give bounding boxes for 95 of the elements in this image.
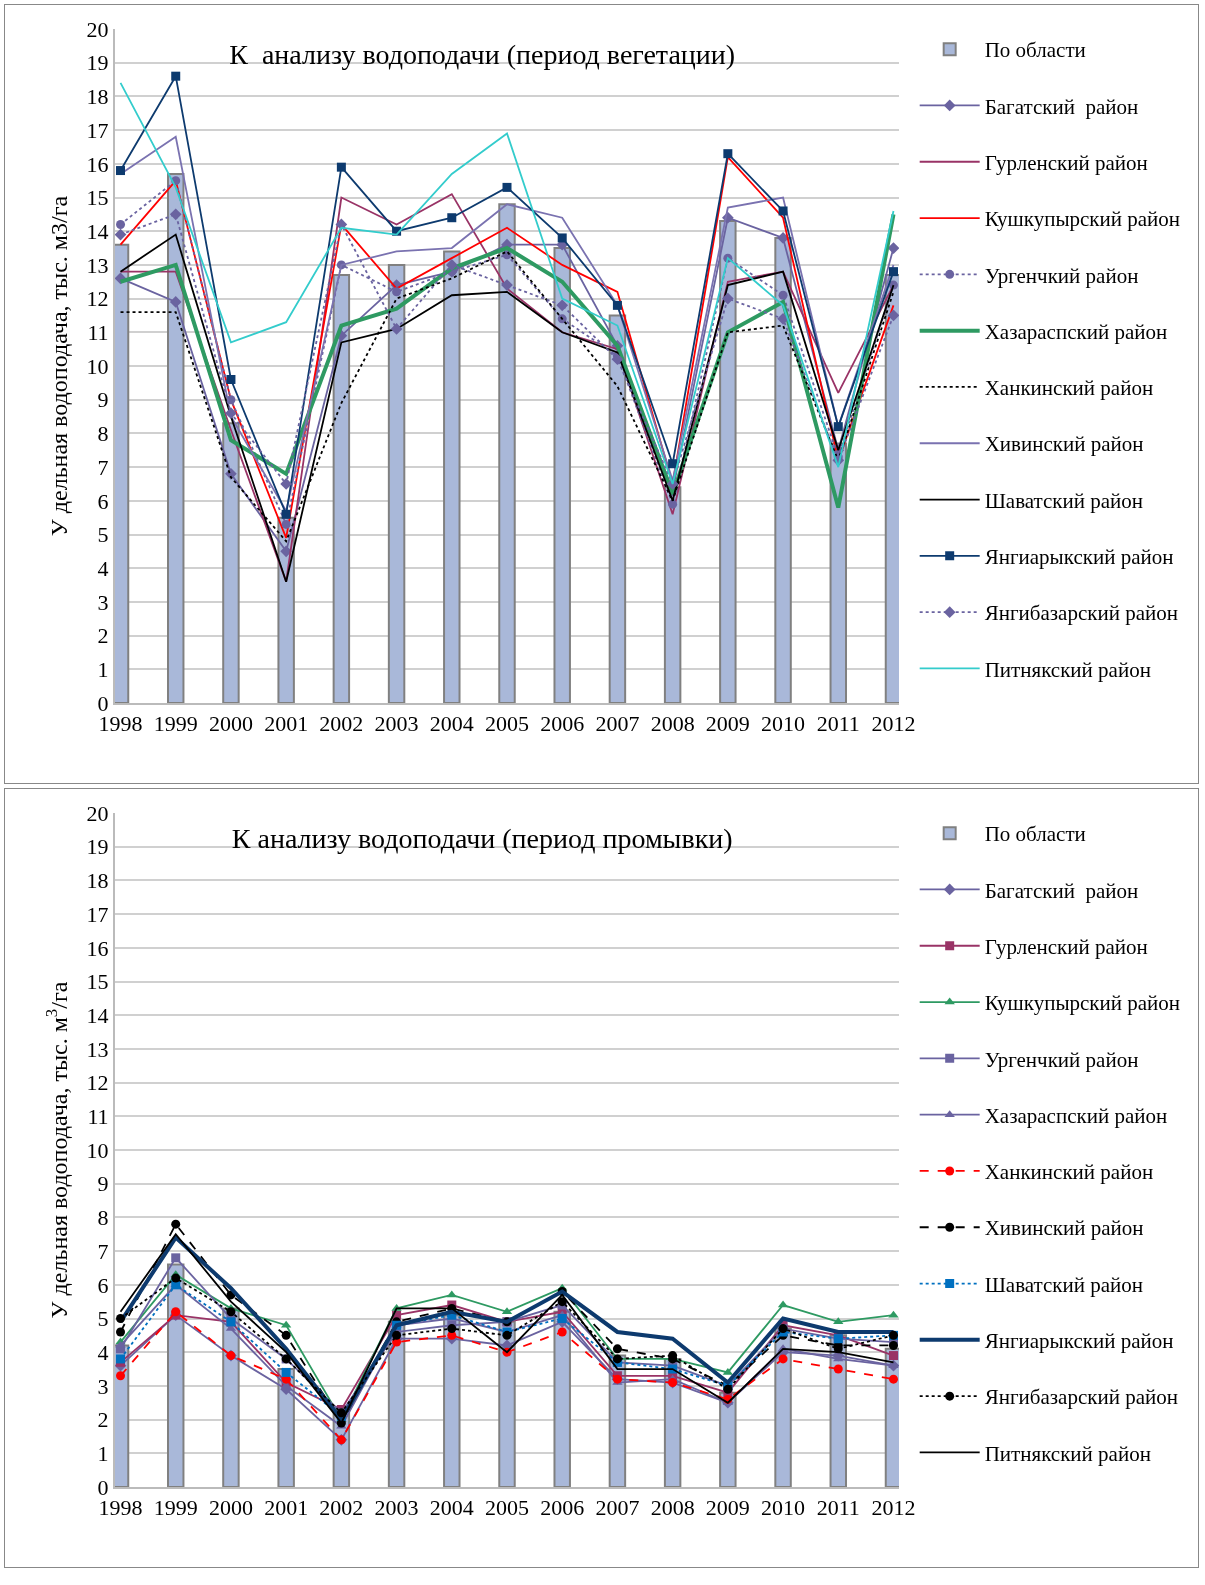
legend-label: Кушкупырский район	[984, 991, 1181, 1016]
legend-label: Ханкинский район	[984, 376, 1154, 401]
legend-label: Шаватский район	[984, 488, 1144, 513]
x-tick-label: 2003	[374, 1495, 419, 1521]
legend-label: Ургенчкий район	[984, 1047, 1139, 1072]
x-tick-label: 2008	[650, 711, 695, 737]
y-tick-label: 8	[97, 1205, 109, 1231]
legend-label: Багатский район	[984, 94, 1139, 119]
legend-label: Шаватский район	[984, 1272, 1144, 1297]
y-tick-label: 15	[86, 185, 109, 211]
y-tick-label: 10	[86, 1137, 109, 1163]
x-tick-label: 2010	[761, 1495, 806, 1521]
y-tick-label: 9	[97, 387, 109, 413]
y-tick-label: 2	[97, 623, 109, 649]
y-tick-label: 19	[86, 834, 109, 860]
x-tick-label: 2001	[264, 711, 309, 737]
x-tick-label: 2005	[485, 1495, 529, 1521]
y-tick-label: 19	[86, 50, 109, 76]
x-tick-label: 2000	[208, 711, 253, 737]
y-tick-label: 11	[87, 1104, 109, 1129]
y-tick-label: 13	[86, 1036, 109, 1062]
x-tick-label: 2003	[374, 711, 419, 737]
x-tick-label: 2011	[816, 1495, 860, 1521]
y-tick-label: 16	[86, 151, 109, 177]
chart-title: К анализу водоподачи (период промывки)	[231, 822, 733, 854]
y-tick-label: 12	[86, 286, 109, 312]
legend-label: Кушкупырский район	[984, 207, 1181, 232]
legend-label: Янгибазарский район	[984, 601, 1178, 626]
y-tick-label: 18	[86, 868, 109, 894]
y-tick-label: 7	[97, 1238, 109, 1264]
y-tick-label: 15	[86, 969, 109, 995]
legend-label: Хивинский район	[984, 432, 1144, 457]
legend-label: По области	[984, 822, 1086, 847]
legend-label: По области	[984, 38, 1086, 63]
legend-label: Янгибазарский район	[984, 1385, 1178, 1410]
x-tick-label: 2012	[871, 711, 916, 737]
x-tick-label: 1999	[153, 1495, 198, 1521]
x-tick-label: 2012	[871, 1495, 916, 1521]
y-tick-label: 11	[87, 320, 109, 345]
y-tick-label: 4	[97, 1339, 109, 1365]
legend-label: Багатский район	[984, 878, 1139, 903]
chart-title: К анализу водоподачи (период вегетации)	[229, 38, 736, 70]
x-tick-label: 2008	[650, 1495, 695, 1521]
y-tick-label: 3	[97, 589, 109, 615]
legend-label: Янгиарыкский район	[984, 1329, 1174, 1354]
legend-label: Хазараспский район	[984, 319, 1168, 344]
x-tick-label: 2010	[761, 711, 806, 737]
y-tick-label: 5	[97, 1306, 109, 1332]
legend-label: Хивинский район	[984, 1216, 1144, 1241]
x-tick-label: 2002	[319, 711, 364, 737]
y-tick-label: 9	[97, 1171, 109, 1197]
y-tick-label: 3	[97, 1373, 109, 1399]
x-tick-label: 2011	[816, 711, 860, 737]
y-tick-label: 6	[97, 488, 109, 514]
x-tick-label: 2007	[595, 1495, 640, 1521]
y-tick-label: 20	[86, 16, 109, 42]
y-tick-label: 14	[86, 218, 109, 244]
x-tick-label: 2000	[208, 1495, 253, 1521]
y-tick-label: 1	[97, 1441, 109, 1466]
x-tick-label: 2005	[485, 711, 529, 737]
x-tick-label: 2009	[705, 711, 750, 737]
y-tick-label: 13	[86, 252, 109, 278]
x-tick-label: 2006	[540, 711, 585, 737]
legend-label: Хазараспский район	[984, 1103, 1168, 1128]
legend-label: Янгиарыкский район	[984, 545, 1174, 570]
x-tick-label: 2002	[319, 1495, 364, 1521]
y-tick-label: 18	[86, 84, 109, 110]
x-tick-label: 2009	[705, 1495, 750, 1521]
legend-label: Гурленский район	[984, 934, 1148, 959]
legend-label: Питнякский район	[984, 657, 1151, 682]
x-tick-label: 2004	[429, 1495, 474, 1521]
legend-label: Ургенчкий район	[984, 263, 1139, 288]
y-tick-label: 14	[86, 1002, 109, 1028]
x-tick-label: 2006	[540, 1495, 585, 1521]
y-tick-label: 6	[97, 1272, 109, 1298]
legend-label: Ханкинский район	[984, 1160, 1154, 1185]
y-tick-label: 12	[86, 1070, 109, 1096]
y-tick-label: 7	[97, 454, 109, 480]
y-tick-label: 4	[97, 555, 109, 581]
y-tick-label: 10	[86, 353, 109, 379]
x-tick-label: 2001	[264, 1495, 309, 1521]
y-tick-label: 2	[97, 1407, 109, 1433]
legend-label: Питнякский район	[984, 1441, 1151, 1466]
y-tick-label: 17	[86, 117, 109, 143]
legend-label: Гурленский район	[984, 150, 1148, 175]
y-tick-label: 16	[86, 935, 109, 961]
y-tick-label: 5	[97, 522, 109, 548]
x-tick-label: 2004	[429, 711, 474, 737]
y-axis-title: У дельная водоподача, тыс. м3/га	[46, 195, 73, 537]
y-tick-label: 1	[97, 657, 109, 682]
y-tick-label: 17	[86, 901, 109, 927]
y-tick-label: 8	[97, 421, 109, 447]
x-tick-label: 1999	[153, 711, 198, 737]
x-tick-label: 2007	[595, 711, 640, 737]
y-tick-label: 20	[86, 800, 109, 826]
